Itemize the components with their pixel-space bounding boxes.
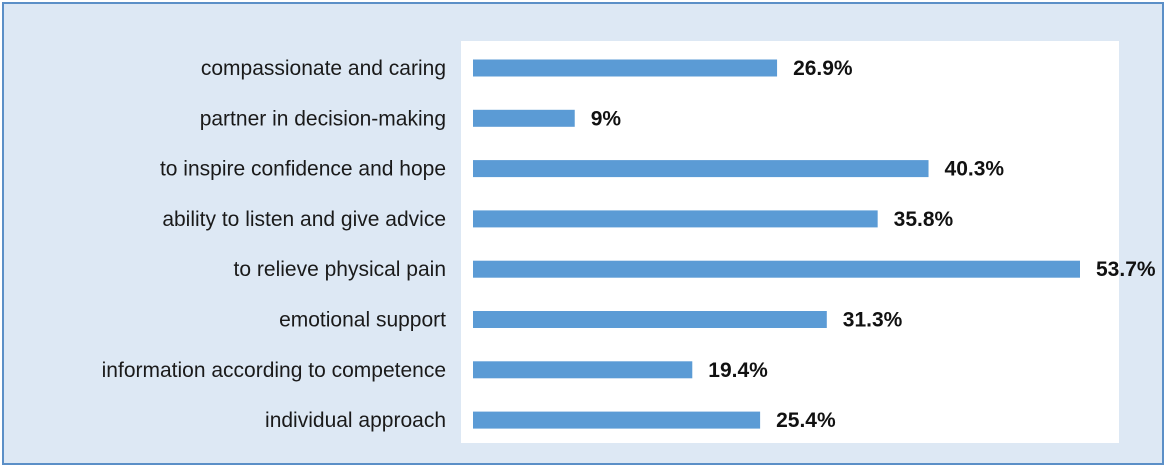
bar: [473, 210, 878, 228]
bar: [473, 109, 575, 127]
value-label: 9%: [591, 107, 622, 130]
value-label: 35.8%: [894, 208, 954, 231]
value-label: 26.9%: [793, 57, 853, 80]
category-label: compassionate and caring: [201, 57, 446, 80]
bar: [473, 311, 827, 328]
value-label: 31.3%: [843, 309, 903, 332]
category-label: partner in decision-making: [200, 107, 446, 130]
plot-area: [461, 41, 1119, 443]
value-label: 40.3%: [945, 158, 1005, 181]
bars-layer: compassionate and caring 26.9% partner in …: [102, 57, 1156, 432]
category-label: to inspire confidence and hope: [160, 158, 446, 181]
category-label: to relieve physical pain: [234, 258, 446, 281]
category-label: emotional support: [279, 309, 446, 332]
bar-chart: compassionate and caring 26.9% partner in …: [102, 41, 1156, 443]
bar: [473, 361, 693, 379]
category-label: ability to listen and give advice: [162, 208, 446, 231]
bar: [473, 411, 761, 429]
value-label: 19.4%: [708, 359, 768, 382]
bar: [473, 260, 1080, 278]
category-label: individual approach: [265, 409, 446, 432]
category-label: information according to competence: [102, 359, 446, 382]
bar: [473, 160, 929, 178]
value-label: 53.7%: [1096, 258, 1156, 281]
bar: [473, 59, 778, 77]
value-label: 25.4%: [776, 409, 836, 432]
